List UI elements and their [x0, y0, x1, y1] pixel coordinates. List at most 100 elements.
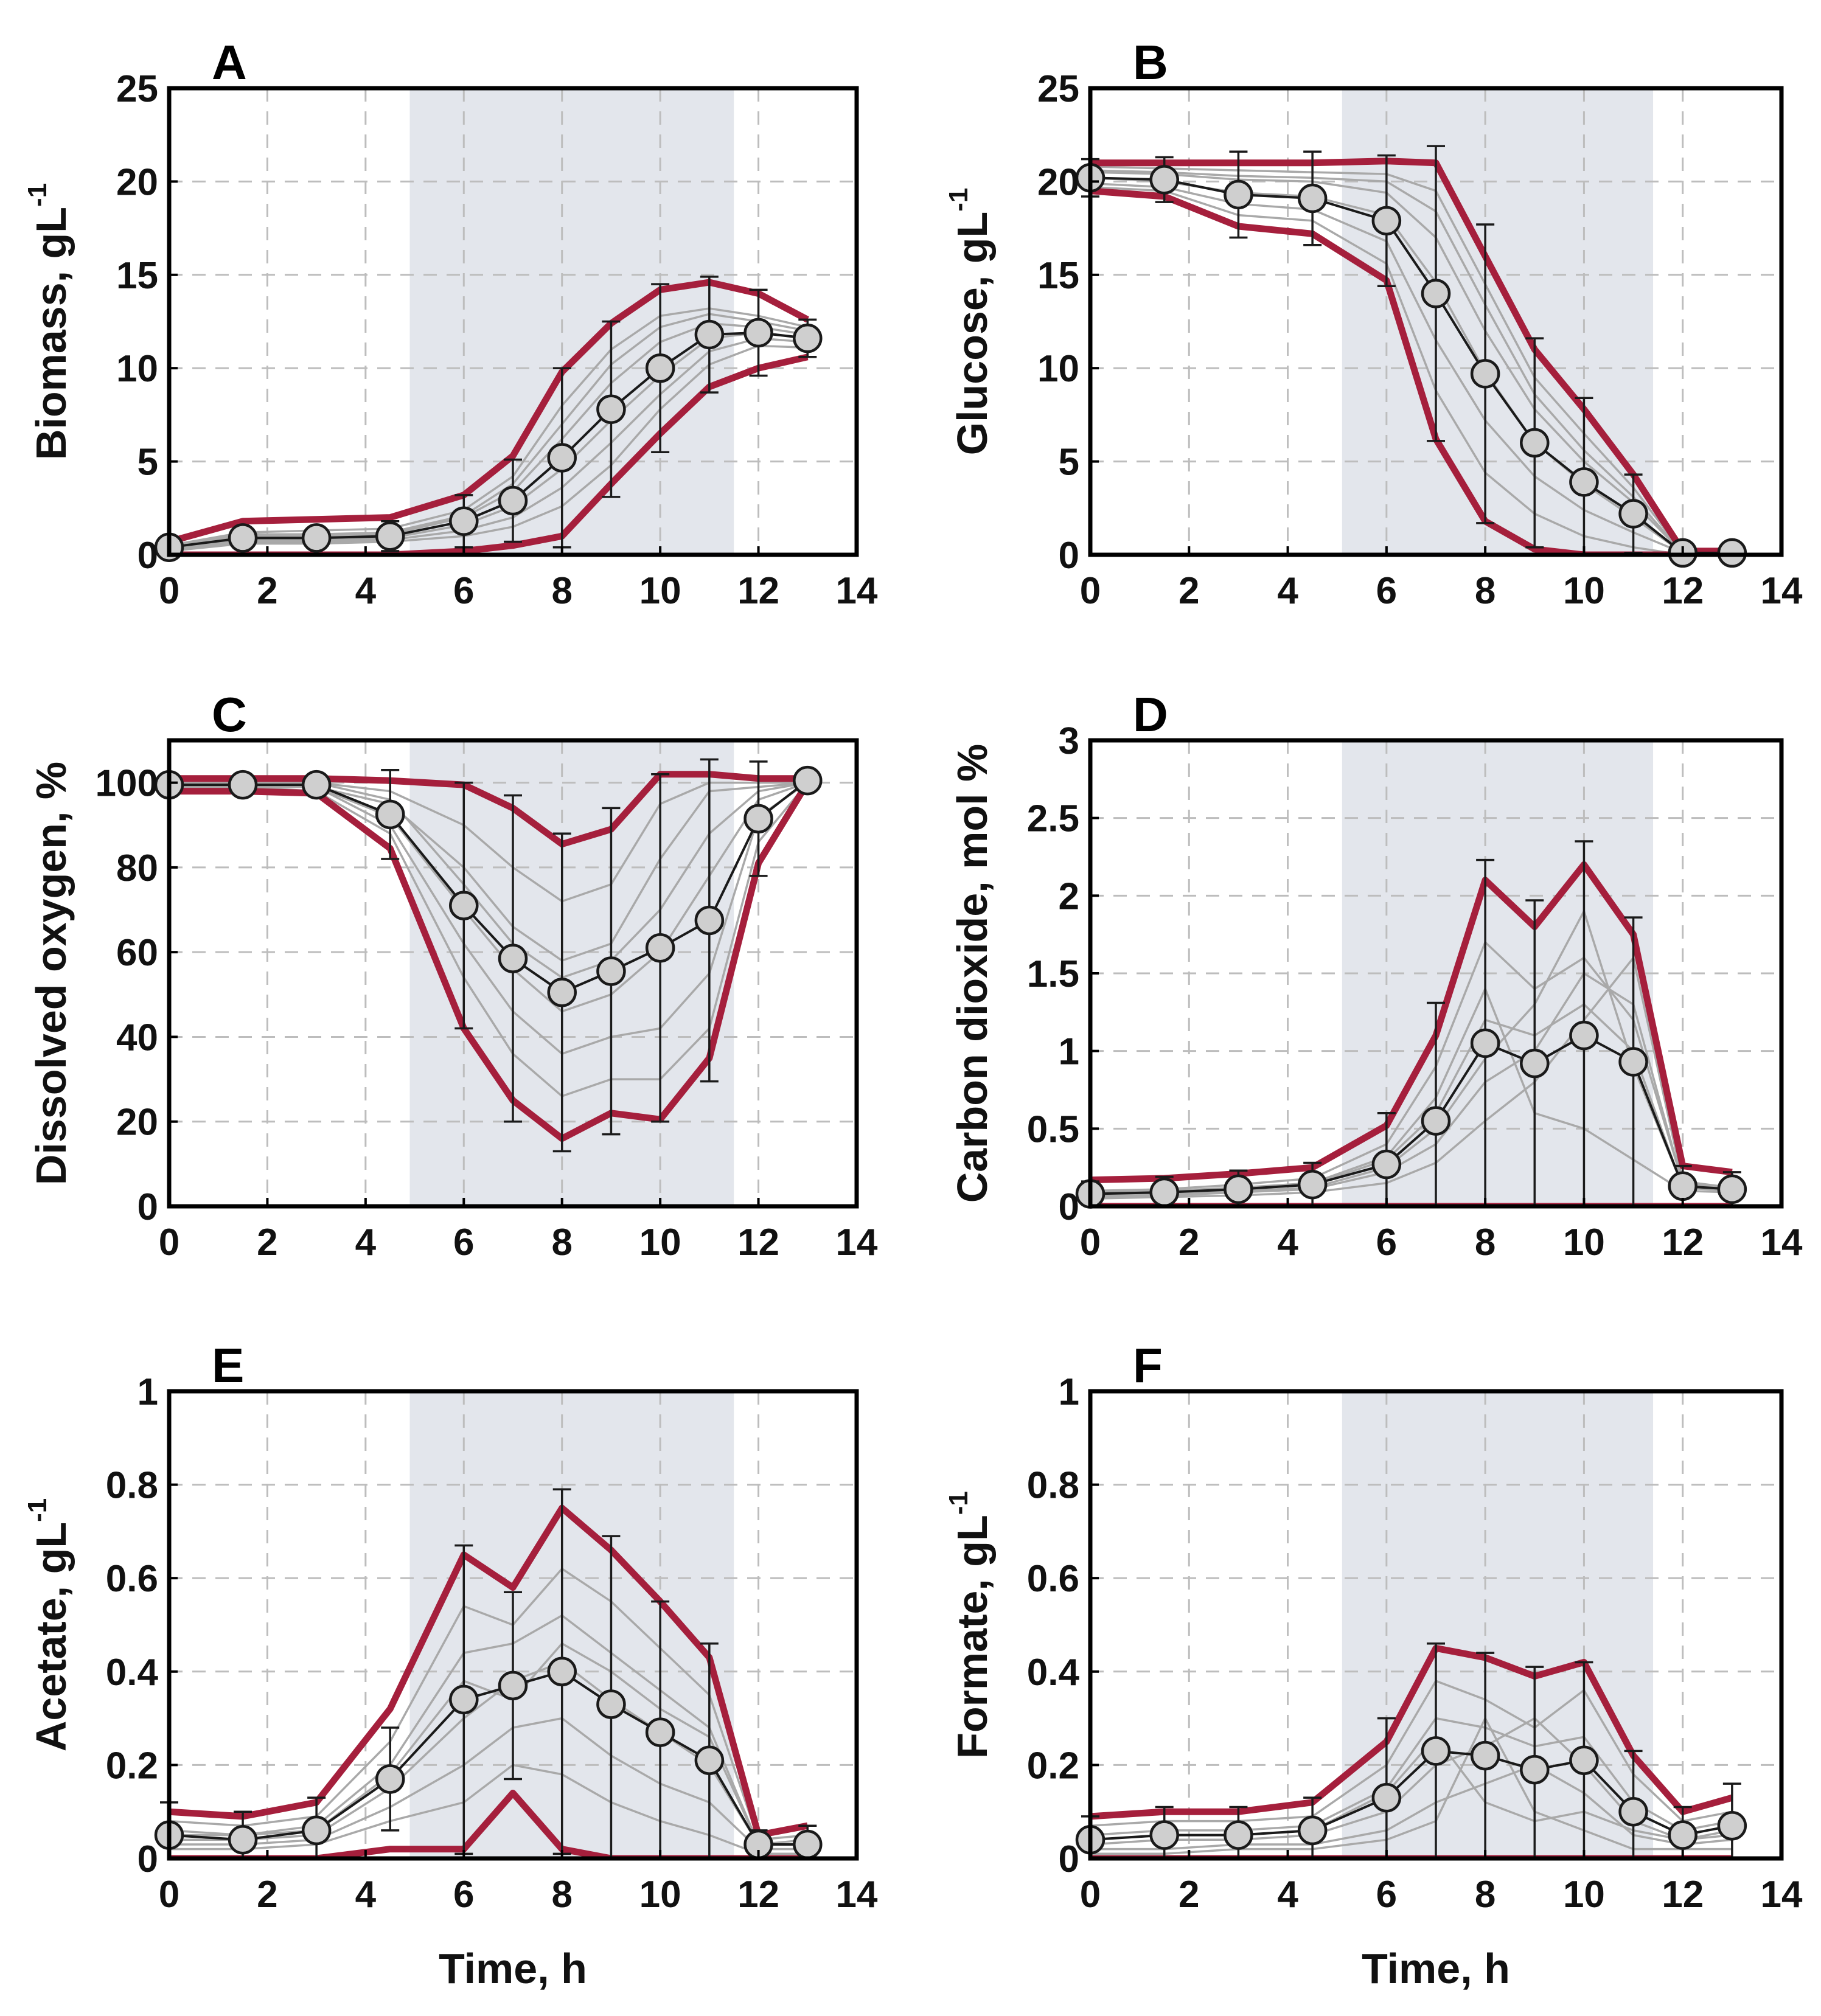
- x-tick-label: 4: [1277, 1874, 1298, 1916]
- y-tick-label: 20: [116, 161, 158, 203]
- mean-point: [1618, 1047, 1648, 1077]
- x-axis-label: Time, h: [439, 1945, 587, 1992]
- y-tick-label: 0: [1059, 1186, 1079, 1228]
- x-tick-label: 12: [737, 1874, 779, 1916]
- mean-point: [596, 394, 626, 424]
- panel-letter: F: [1133, 1338, 1163, 1392]
- mean-point: [449, 891, 479, 920]
- panel-letter: E: [212, 1338, 244, 1392]
- upper-bound-line: [169, 1504, 809, 1839]
- mean-point: [1224, 1174, 1253, 1204]
- mean-point: [596, 1689, 626, 1719]
- mean-point: [1224, 179, 1253, 210]
- x-tick-label: 8: [551, 1874, 572, 1916]
- mean-point: [547, 1656, 577, 1687]
- mean-point: [645, 353, 675, 383]
- y-tick-label: 25: [116, 68, 158, 110]
- upper-bound-line: [1090, 1644, 1733, 1820]
- y-tick-label: 0.5: [1027, 1108, 1079, 1150]
- y-tick-label: 1.5: [1027, 953, 1079, 995]
- plot-frame: [167, 1389, 859, 1861]
- run-line: [169, 1717, 808, 1851]
- mean-point: [498, 485, 528, 516]
- x-tick-label: 6: [453, 570, 474, 612]
- y-tick-label: 15: [1037, 255, 1079, 297]
- lower-bound-line: [169, 1790, 808, 1858]
- mean-point: [1569, 1020, 1599, 1051]
- x-tick-label: 14: [836, 1874, 878, 1916]
- shaded-region: [1342, 1391, 1654, 1858]
- mean-point: [596, 956, 626, 986]
- upper-bound-line: [1090, 158, 1732, 555]
- panel-d: 0 2 4 6 8 10 12 14 0 0.5 1 1.5 2 2.5 3 Carbon dioxide, …: [949, 687, 1803, 1263]
- y-tick-label: 60: [116, 932, 158, 974]
- mean-point: [1297, 1170, 1328, 1200]
- mean-point: [1421, 1736, 1451, 1766]
- y-tick-label: 1: [1059, 1371, 1079, 1413]
- y-tick-label: 15: [116, 255, 158, 297]
- x-tick-label: 12: [1662, 1222, 1704, 1263]
- mean-point: [301, 523, 332, 553]
- mean-point: [1717, 1810, 1747, 1841]
- mean-point: [694, 1745, 725, 1775]
- x-tick-label: 0: [159, 1222, 179, 1263]
- x-tick-label: 2: [257, 1874, 277, 1916]
- run-line: [1090, 186, 1732, 555]
- mean-point: [1668, 1820, 1697, 1850]
- y-tick-label: 5: [138, 442, 158, 484]
- mean-point: [1470, 1028, 1500, 1058]
- plot-frame: [167, 738, 859, 1209]
- x-tick-label: 2: [257, 1222, 277, 1263]
- x-tick-label: 6: [1376, 570, 1397, 612]
- mean-point: [228, 770, 258, 800]
- y-axis-label: Carbon dioxide, mol %: [949, 744, 996, 1203]
- mean-point: [375, 1764, 405, 1794]
- y-tick-label: 2: [1059, 875, 1079, 917]
- x-tick-label: 0: [1080, 1874, 1101, 1916]
- mean-point: [1569, 1745, 1599, 1775]
- y-tick-label: 0: [138, 1838, 158, 1880]
- x-tick-label: 14: [1761, 1874, 1803, 1916]
- x-tick-label: 14: [836, 570, 878, 612]
- panel-letter: A: [212, 35, 247, 89]
- panel-letter: C: [212, 687, 247, 742]
- panel-b: 0 2 4 6 8 10 12 14 0 5 10 15 20 25 Glucose, gL-1 B: [944, 35, 1803, 612]
- y-tick-label: 1: [138, 1371, 158, 1413]
- x-tick-label: 2: [1179, 1222, 1199, 1263]
- y-tick-label: 0.4: [106, 1652, 159, 1694]
- x-tick-label: 12: [1662, 570, 1704, 612]
- panel-letter: D: [1133, 687, 1168, 742]
- run-line: [1090, 1680, 1733, 1827]
- x-tick-label: 6: [453, 1874, 474, 1916]
- y-tick-label: 0.4: [1027, 1652, 1080, 1694]
- mean-point: [793, 323, 823, 353]
- x-tick-label: 2: [257, 570, 277, 612]
- mean-point: [1569, 467, 1599, 497]
- y-axis-label-text: Formate, gL: [949, 1515, 996, 1759]
- x-tick-label: 4: [355, 570, 377, 612]
- mean-point: [1470, 1740, 1500, 1771]
- y-tick-label: 10: [1037, 348, 1079, 390]
- upper-bound-line: [1090, 861, 1733, 1184]
- x-tick-label: 0: [1080, 1222, 1101, 1263]
- x-tick-label: 8: [551, 1222, 572, 1263]
- y-tick-label: 40: [116, 1017, 158, 1058]
- x-tick-label: 10: [1563, 1874, 1605, 1916]
- x-tick-label: 8: [551, 570, 572, 612]
- mean-point: [228, 1825, 258, 1855]
- mean-point: [1371, 1782, 1402, 1813]
- y-tick-label: 2.5: [1027, 798, 1079, 840]
- panel-f: 0 2 4 6 8 10 12 14 0 0.2 0.4 0.6 0.8 1 Formate, gL-1 Ti…: [944, 1338, 1803, 1992]
- plot-frame: [167, 86, 859, 557]
- y-axis-label-text: Carbon dioxide, mol %: [949, 744, 996, 1203]
- x-tick-label: 12: [737, 1222, 779, 1263]
- x-tick-label: 12: [1662, 1874, 1704, 1916]
- x-tick-label: 14: [1761, 570, 1803, 612]
- y-tick-label: 25: [1037, 68, 1079, 110]
- y-tick-label: 100: [96, 763, 158, 805]
- mean-point: [301, 770, 332, 800]
- y-tick-label: 0: [1059, 535, 1079, 577]
- panel-a: 0 2 4 6 8 10 12 14 0 5 10 15 20 25 Biomass, gL-1 A: [23, 35, 878, 612]
- y-tick-label: 20: [1037, 161, 1079, 203]
